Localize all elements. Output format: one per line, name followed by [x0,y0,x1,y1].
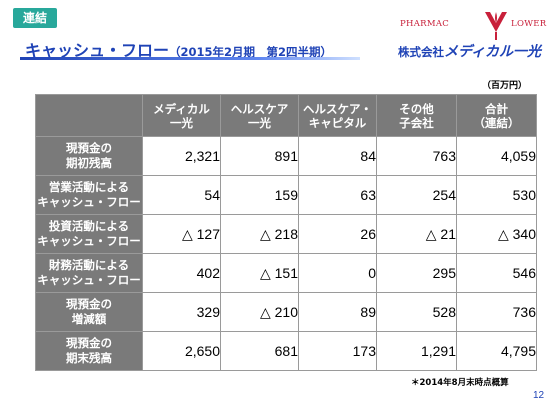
value-cell: 1,291 [376,331,457,371]
page-number: 12 [533,390,545,401]
value-cell: 530 [456,175,537,215]
flower-logo-icon [485,12,507,40]
row-header: 現預金の 期末残高 [35,331,143,371]
unit-label: （百万円） [482,81,528,91]
value-cell: 89 [298,292,377,332]
row-header-line1: 現預金の [66,297,112,311]
value-cell: 54 [142,175,221,215]
value-cell: △ 151 [220,253,299,293]
row-header-line2: 期初残高 [66,156,112,170]
row-header: 投資活動による キャッシュ・フロー [35,214,143,254]
value-cell: △ 218 [220,214,299,254]
row-header: 現預金の 期初残高 [35,136,143,176]
value-cell: 528 [376,292,457,332]
value-cell: 295 [376,253,457,293]
table-row: 現預金の 期末残高 2,650 681 173 1,291 4,795 [35,331,537,371]
value-cell: 402 [142,253,221,293]
row-header-line2: キャッシュ・フロー [37,273,141,287]
value-cell: 329 [142,292,221,332]
footnote: ＊2014年8月末時点概算 [411,378,509,388]
table-row: 財務活動による キャッシュ・フロー 402 △ 151 0 295 546 [35,253,537,293]
table-row: 投資活動による キャッシュ・フロー △ 127 △ 218 26 △ 21 △ 3… [35,214,537,254]
table-row: 営業活動による キャッシュ・フロー 54 159 63 254 530 [35,175,537,215]
value-cell: 26 [298,214,377,254]
value-cell: 63 [298,175,377,215]
value-cell: 546 [456,253,537,293]
row-header-line2: キャッシュ・フロー [37,234,141,248]
column-header: その他 子会社 [376,94,457,137]
row-header: 財務活動による キャッシュ・フロー [35,253,143,293]
row-header-line1: 営業活動による [48,180,130,194]
column-header-line1: メディカル [153,101,210,116]
value-cell: 4,795 [456,331,537,371]
section-tag: 連結 [13,8,57,28]
column-header-line1: ヘルスケア・ [303,101,372,116]
value-cell: △ 340 [456,214,537,254]
value-cell: 681 [220,331,299,371]
row-header-line1: 現預金の [66,336,112,350]
value-cell: 84 [298,136,377,176]
column-header: ヘルスケア・ キャピタル [298,94,377,137]
row-header-line2: キャッシュ・フロー [37,195,141,209]
value-cell: 4,059 [456,136,537,176]
value-cell: 173 [298,331,377,371]
value-cell: 0 [298,253,377,293]
column-header-line1: 合計 [485,101,508,116]
column-header-line1: ヘルスケア [230,101,289,116]
column-header: ヘルスケア 一光 [220,94,299,137]
row-header-line2: 期末残高 [66,351,112,365]
column-header-line2: キャピタル [308,115,367,130]
column-header-line2: 子会社 [399,115,434,130]
row-header-line1: 財務活動による [48,258,130,272]
column-header-line2: 一光 [248,115,271,130]
page-title: キャッシュ・フロー（2015年2月期 第2四半期） [25,37,332,61]
row-header-line1: 投資活動による [48,219,130,233]
value-cell: 2,650 [142,331,221,371]
title-underline [20,57,360,60]
row-header: 営業活動による キャッシュ・フロー [35,175,143,215]
logo-text-right: LOWER [511,19,547,29]
corner-cell [35,94,143,137]
value-cell: 763 [376,136,457,176]
row-header-line1: 現預金の [66,141,112,155]
value-cell: 159 [220,175,299,215]
row-header-line2: 増減額 [71,312,107,326]
header-row: メディカル 一光 ヘルスケア 一光 ヘルスケア・ キャピタル その他 子会社 合計 （連結… [35,94,537,137]
value-cell: 891 [220,136,299,176]
company-name: 株式会社メディカル一光 [398,41,541,61]
value-cell: 736 [456,292,537,332]
column-header: 合計 （連結） [456,94,537,137]
title-sub: （2015年2月期 第2四半期） [169,45,333,59]
cash-flow-table: メディカル 一光 ヘルスケア 一光 ヘルスケア・ キャピタル その他 子会社 合計 （連結… [35,94,537,371]
company-prefix: 株式会社 [398,45,444,59]
value-cell: △ 210 [220,292,299,332]
value-cell: 254 [376,175,457,215]
value-cell: △ 127 [142,214,221,254]
column-header: メディカル 一光 [142,94,221,137]
title-main: キャッシュ・フロー [25,41,170,60]
row-header: 現預金の 増減額 [35,292,143,332]
column-header-line2: （連結） [473,115,520,130]
company-brand: メディカル一光 [444,44,542,60]
column-header-line2: 一光 [170,115,193,130]
value-cell: 2,321 [142,136,221,176]
value-cell: △ 21 [376,214,457,254]
table-row: 現預金の 増減額 329 △ 210 89 528 736 [35,292,537,332]
logo-text-left: PHARMAC [400,19,450,29]
column-header-line1: その他 [399,101,434,116]
table-row: 現預金の 期初残高 2,321 891 84 763 4,059 [35,136,537,176]
